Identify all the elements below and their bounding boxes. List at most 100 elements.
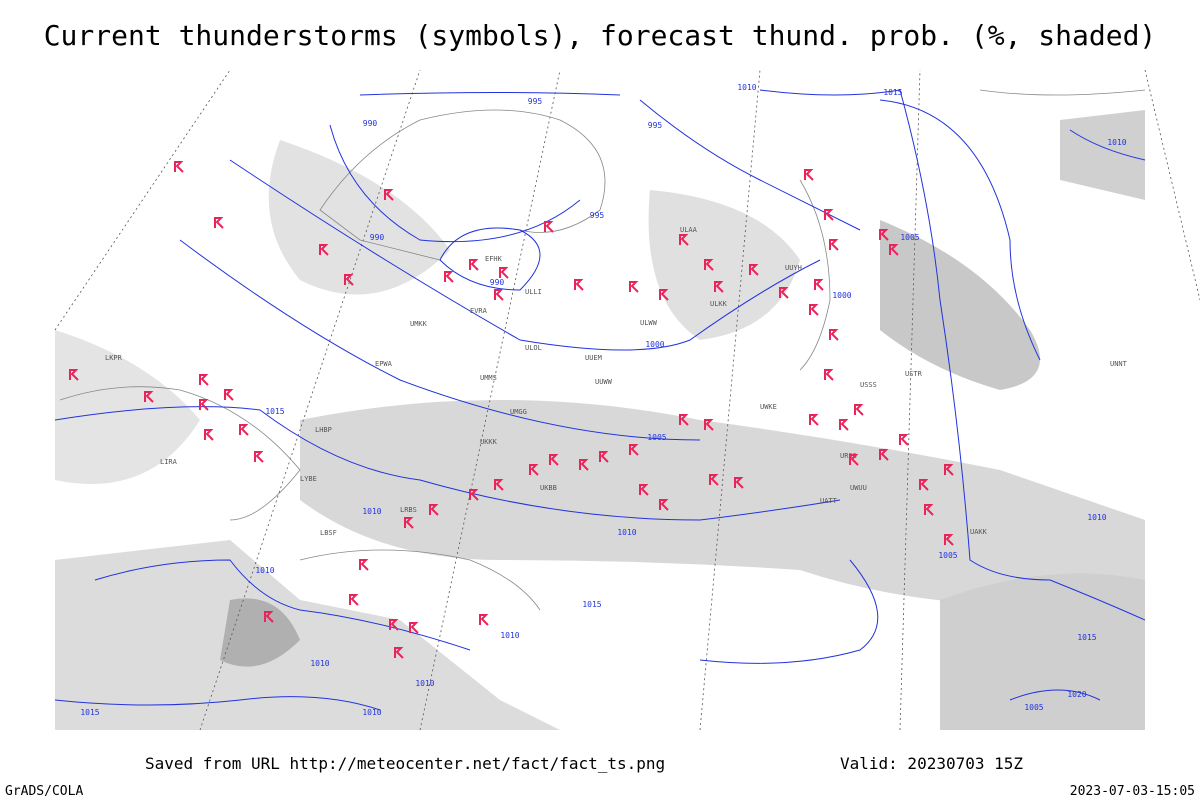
storm-glyph <box>629 281 639 293</box>
storm-glyph <box>714 281 724 293</box>
storm-glyph <box>779 287 789 299</box>
timestamp: 2023-07-03-15:05 <box>1070 784 1195 799</box>
station-label: UUEM <box>585 354 602 362</box>
storm-glyph <box>444 271 454 283</box>
station-label: ULAA <box>680 226 698 234</box>
storm-glyph <box>704 259 714 271</box>
storm-glyph <box>469 259 479 271</box>
station-label: EPWA <box>375 360 393 368</box>
station-label: LHBP <box>315 426 332 434</box>
storm-glyph <box>839 419 849 431</box>
isobar-label: 1005 <box>900 233 919 242</box>
isobar-label: 1010 <box>1087 513 1106 522</box>
isobar-label: 995 <box>648 121 663 130</box>
storm-glyph <box>319 244 329 256</box>
storm-glyph <box>879 449 889 461</box>
storm-glyph <box>359 559 369 571</box>
isobar-label: 1005 <box>1024 703 1043 712</box>
software: GrADS/COLA <box>5 784 83 799</box>
storm-glyph <box>899 434 909 446</box>
valid-time: Valid: 20230703 15Z <box>840 754 1023 773</box>
graticule <box>54 69 1200 731</box>
isobar-label: 1020 <box>1067 690 1086 699</box>
storm-glyph <box>199 374 209 386</box>
isobar-label: 990 <box>363 119 378 128</box>
storm-glyph <box>749 264 759 276</box>
isobar-label: 1010 <box>737 83 756 92</box>
storm-glyph <box>829 239 839 251</box>
storm-glyph <box>239 424 249 436</box>
storm-glyph <box>404 517 414 529</box>
isobar-label: 1005 <box>938 551 957 560</box>
storm-glyph <box>679 234 689 246</box>
station-label: EVRA <box>470 307 488 315</box>
storm-glyph <box>494 289 504 301</box>
storm-glyph <box>264 611 274 623</box>
isobar-label: 1010 <box>362 708 381 717</box>
storm-glyph <box>579 459 589 471</box>
station-label: URSS <box>840 452 857 460</box>
storm-glyph <box>919 479 929 491</box>
storm-glyph <box>349 594 359 606</box>
probability-shading <box>55 110 1145 730</box>
station-label: UWUU <box>850 484 867 492</box>
station-label: UUWW <box>595 378 613 386</box>
storm-glyph <box>429 504 439 516</box>
isobar-label: 1010 <box>362 507 381 516</box>
station-label: ULKK <box>710 300 728 308</box>
storm-glyph <box>494 479 504 491</box>
station-label: UNNT <box>1110 360 1128 368</box>
station-label: LKPR <box>105 354 123 362</box>
storm-glyph <box>174 161 184 173</box>
station-label: ULWW <box>640 319 658 327</box>
isobar-label: 1010 <box>415 679 434 688</box>
storm-glyph <box>734 477 744 489</box>
storm-glyph <box>809 414 819 426</box>
storm-glyph <box>599 451 609 463</box>
storm-glyph <box>814 279 824 291</box>
isobar-label: 1015 <box>265 407 284 416</box>
isobar-label: 1010 <box>617 528 636 537</box>
title: Current thunderstorms (symbols), forecas… <box>44 19 1157 52</box>
source-url: Saved from URL http://meteocenter.net/fa… <box>145 754 665 773</box>
isobar-label: 1005 <box>647 433 666 442</box>
storm-glyph <box>204 429 214 441</box>
storm-glyph <box>629 444 639 456</box>
storm-glyph <box>69 369 79 381</box>
storm-glyph <box>394 647 404 659</box>
storm-glyph <box>924 504 934 516</box>
station-label: UMGG <box>510 408 527 416</box>
storm-glyph <box>639 484 649 496</box>
storm-glyph <box>889 244 899 256</box>
storm-glyph <box>879 229 889 241</box>
storm-glyph <box>709 474 719 486</box>
storm-glyph <box>544 221 554 233</box>
station-label: LIRA <box>160 458 178 466</box>
storm-glyph <box>944 534 954 546</box>
station-label: UKKK <box>480 438 498 446</box>
station-label: USTR <box>905 370 923 378</box>
isobar-label: 1015 <box>80 708 99 717</box>
station-label: EFHK <box>485 255 503 263</box>
storm-glyph <box>499 267 509 279</box>
storm-glyph <box>384 189 394 201</box>
station-label: LRBS <box>400 506 417 514</box>
storm-glyph <box>529 464 539 476</box>
storm-glyph <box>824 369 834 381</box>
isobar-label: 990 <box>490 278 505 287</box>
storm-glyph <box>469 489 479 501</box>
station-label: ULOL <box>525 344 542 352</box>
isobar-label: 1015 <box>1077 633 1096 642</box>
station-label: UMKK <box>410 320 428 328</box>
storm-glyph <box>344 274 354 286</box>
storm-glyph <box>829 329 839 341</box>
station-label: USSS <box>860 381 877 389</box>
isobar-label: 1015 <box>883 88 902 97</box>
storm-glyph <box>944 464 954 476</box>
storm-glyph <box>854 404 864 416</box>
station-label: UUYH <box>785 264 802 272</box>
storm-glyph <box>659 499 669 511</box>
storm-glyph <box>479 614 489 626</box>
station-label: LYBE <box>300 475 317 483</box>
isobar-label: 1010 <box>500 631 519 640</box>
